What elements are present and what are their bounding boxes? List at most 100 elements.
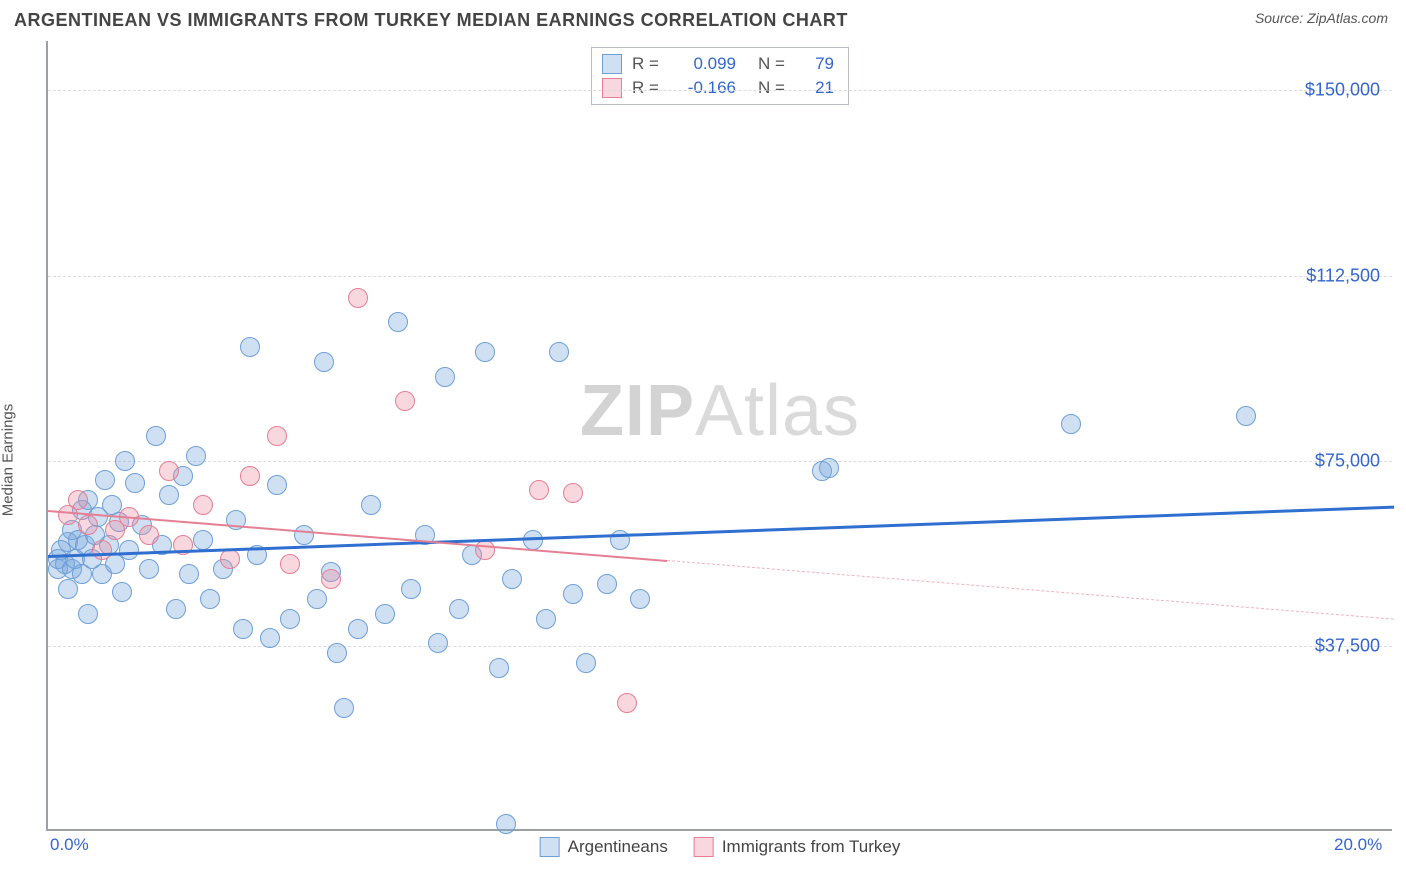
data-point (267, 475, 287, 495)
stats-n-label: N = (758, 78, 792, 98)
data-point (186, 446, 206, 466)
stats-swatch (602, 54, 622, 74)
watermark-post: Atlas (695, 371, 860, 451)
data-point (193, 495, 213, 515)
data-point (179, 564, 199, 584)
stats-n-label: N = (758, 54, 792, 74)
chart-title: ARGENTINEAN VS IMMIGRANTS FROM TURKEY ME… (14, 10, 848, 31)
data-point (267, 426, 287, 446)
data-point (475, 342, 495, 362)
legend-swatch (694, 837, 714, 857)
data-point (159, 485, 179, 505)
data-point (95, 470, 115, 490)
data-point (563, 483, 583, 503)
data-point (630, 589, 650, 609)
y-tick-label: $75,000 (1315, 450, 1380, 471)
gridline (48, 276, 1392, 277)
stats-row: R = -0.166 N = 21 (602, 78, 834, 98)
data-point (220, 549, 240, 569)
data-point (435, 367, 455, 387)
data-point (294, 525, 314, 545)
data-point (401, 579, 421, 599)
y-axis-label: Median Earnings (0, 404, 17, 517)
chart-source: Source: ZipAtlas.com (1255, 10, 1388, 26)
data-point (78, 604, 98, 624)
data-point (125, 473, 145, 493)
legend-item: Argentineans (540, 837, 668, 857)
stats-r-value: 0.099 (676, 54, 736, 74)
gridline (48, 461, 1392, 462)
data-point (348, 288, 368, 308)
legend: Argentineans Immigrants from Turkey (540, 837, 901, 857)
data-point (549, 342, 569, 362)
data-point (240, 337, 260, 357)
correlation-stats-box: R = 0.099 N = 79 R = -0.166 N = 21 (591, 47, 849, 105)
data-point (159, 461, 179, 481)
data-point (496, 814, 516, 834)
stats-n-value: 21 (802, 78, 834, 98)
legend-item: Immigrants from Turkey (694, 837, 901, 857)
stats-r-label: R = (632, 78, 666, 98)
trend-line (48, 505, 1394, 557)
y-tick-label: $150,000 (1305, 80, 1380, 101)
data-point (307, 589, 327, 609)
data-point (92, 540, 112, 560)
data-point (489, 658, 509, 678)
data-point (819, 458, 839, 478)
data-point (576, 653, 596, 673)
stats-r-label: R = (632, 54, 666, 74)
data-point (240, 466, 260, 486)
data-point (78, 515, 98, 535)
data-point (112, 582, 132, 602)
x-tick-label: 0.0% (50, 835, 89, 855)
legend-label: Argentineans (568, 837, 668, 857)
data-point (475, 540, 495, 560)
data-point (502, 569, 522, 589)
chart-wrap: Median Earnings ZIPAtlas R = 0.099 N = 79… (0, 35, 1406, 885)
x-tick-label: 20.0% (1334, 835, 1382, 855)
y-tick-label: $37,500 (1315, 635, 1380, 656)
data-point (233, 619, 253, 639)
legend-label: Immigrants from Turkey (722, 837, 901, 857)
data-point (610, 530, 630, 550)
data-point (428, 633, 448, 653)
data-point (388, 312, 408, 332)
data-point (260, 628, 280, 648)
data-point (361, 495, 381, 515)
data-point (395, 391, 415, 411)
data-point (193, 530, 213, 550)
stats-n-value: 79 (802, 54, 834, 74)
gridline (48, 646, 1392, 647)
data-point (139, 525, 159, 545)
chart-header: ARGENTINEAN VS IMMIGRANTS FROM TURKEY ME… (0, 0, 1406, 35)
legend-swatch (540, 837, 560, 857)
data-point (617, 693, 637, 713)
data-point (597, 574, 617, 594)
data-point (119, 540, 139, 560)
data-point (327, 643, 347, 663)
data-point (280, 554, 300, 574)
y-tick-label: $112,500 (1306, 265, 1380, 286)
data-point (166, 599, 186, 619)
stats-r-value: -0.166 (676, 78, 736, 98)
data-point (280, 609, 300, 629)
data-point (115, 451, 135, 471)
data-point (1236, 406, 1256, 426)
gridline (48, 90, 1392, 91)
watermark-pre: ZIP (580, 371, 695, 451)
data-point (348, 619, 368, 639)
data-point (529, 480, 549, 500)
watermark: ZIPAtlas (580, 370, 860, 452)
trend-line-dashed (667, 560, 1394, 620)
stats-swatch (602, 78, 622, 98)
data-point (321, 569, 341, 589)
data-point (146, 426, 166, 446)
data-point (536, 609, 556, 629)
data-point (334, 698, 354, 718)
data-point (375, 604, 395, 624)
plot-area: ZIPAtlas R = 0.099 N = 79 R = -0.166 N = 21… (46, 41, 1392, 831)
data-point (200, 589, 220, 609)
data-point (68, 490, 88, 510)
data-point (563, 584, 583, 604)
data-point (139, 559, 159, 579)
